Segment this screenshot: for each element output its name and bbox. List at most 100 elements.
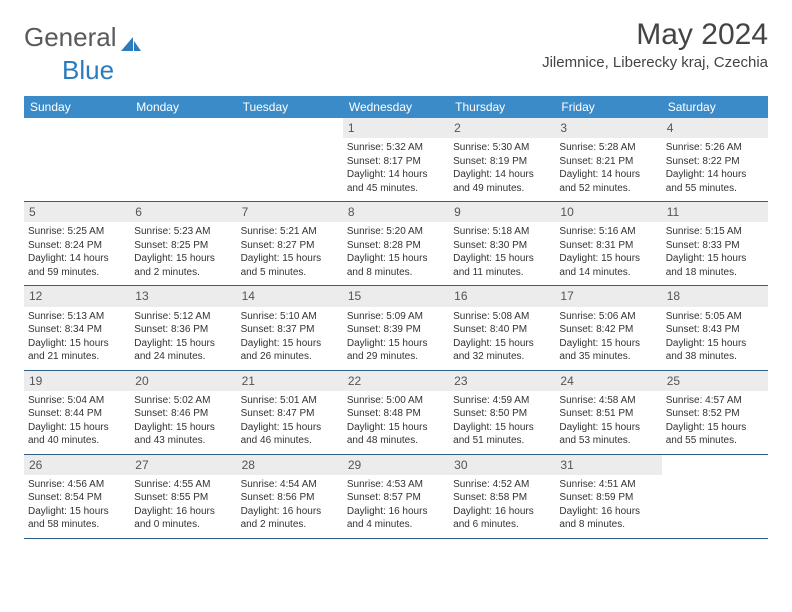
dow-row: SundayMondayTuesdayWednesdayThursdayFrid…	[24, 96, 768, 118]
day-cell: 2Sunrise: 5:30 AMSunset: 8:19 PMDaylight…	[449, 118, 555, 201]
week-row: 26Sunrise: 4:56 AMSunset: 8:54 PMDayligh…	[24, 455, 768, 539]
day-number: 18	[662, 286, 768, 306]
day-cell	[662, 455, 768, 538]
day-cell: 28Sunrise: 4:54 AMSunset: 8:56 PMDayligh…	[237, 455, 343, 538]
day-number: 15	[343, 286, 449, 306]
day-number: 22	[343, 371, 449, 391]
day-number: 23	[449, 371, 555, 391]
day-cell: 4 Sunrise: 5:26 AMSunset: 8:22 PMDaylight…	[662, 118, 768, 201]
day-cell: 27 Sunrise: 4:55 AMSunset: 8:55 PMDayligh…	[130, 455, 236, 538]
sunset-text: Sunset: 8:47 PM	[241, 407, 339, 421]
day-cell: 6Sunrise: 5:23 AMSunset: 8:25 PMDaylight…	[130, 202, 236, 285]
week-row: 12Sunrise: 5:13 AMSunset: 8:34 PMDayligh…	[24, 286, 768, 370]
day-cell: 23Sunrise: 4:59 AMSunset: 8:50 PMDayligh…	[449, 371, 555, 454]
daylight-text: Daylight: 15 hours and 8 minutes.	[347, 252, 445, 279]
daylight-text: Daylight: 15 hours and 24 minutes.	[134, 337, 232, 364]
sunrise-text: Sunrise: 4:55 AM	[134, 478, 232, 492]
sunset-text: Sunset: 8:51 PM	[559, 407, 657, 421]
sunset-text: Sunset: 8:24 PM	[28, 239, 126, 253]
week-row: 19Sunrise: 5:04 AMSunset: 8:44 PMDayligh…	[24, 371, 768, 455]
day-number: 17	[555, 286, 661, 306]
sunrise-text: Sunrise: 5:12 AM	[134, 310, 232, 324]
day-number: 31	[555, 455, 661, 475]
daylight-text: Daylight: 14 hours and 59 minutes.	[28, 252, 126, 279]
sunset-text: Sunset: 8:50 PM	[453, 407, 551, 421]
sunset-text: Sunset: 8:25 PM	[134, 239, 232, 253]
day-cell: 18Sunrise: 5:05 AMSunset: 8:43 PMDayligh…	[662, 286, 768, 369]
day-number: 4	[662, 118, 768, 138]
dow-cell: Tuesday	[237, 96, 343, 118]
daylight-text: Daylight: 15 hours and 21 minutes.	[28, 337, 126, 364]
sunrise-text: Sunrise: 5:28 AM	[559, 141, 657, 155]
sunset-text: Sunset: 8:17 PM	[347, 155, 445, 169]
daylight-text: Daylight: 15 hours and 29 minutes.	[347, 337, 445, 364]
daylight-text: Daylight: 15 hours and 53 minutes.	[559, 421, 657, 448]
logo-sail-icon	[119, 29, 143, 47]
sunrise-text: Sunrise: 5:00 AM	[347, 394, 445, 408]
sunset-text: Sunset: 8:21 PM	[559, 155, 657, 169]
daylight-text: Daylight: 15 hours and 14 minutes.	[559, 252, 657, 279]
sunset-text: Sunset: 8:46 PM	[134, 407, 232, 421]
day-number: 16	[449, 286, 555, 306]
day-cell: 30Sunrise: 4:52 AMSunset: 8:58 PMDayligh…	[449, 455, 555, 538]
day-number: 12	[24, 286, 130, 306]
daylight-text: Daylight: 15 hours and 55 minutes.	[666, 421, 764, 448]
daylight-text: Daylight: 15 hours and 40 minutes.	[28, 421, 126, 448]
sunrise-text: Sunrise: 4:59 AM	[453, 394, 551, 408]
day-number: 19	[24, 371, 130, 391]
sunrise-text: Sunrise: 5:26 AM	[666, 141, 764, 155]
sunrise-text: Sunrise: 4:56 AM	[28, 478, 126, 492]
daylight-text: Daylight: 15 hours and 46 minutes.	[241, 421, 339, 448]
daylight-text: Daylight: 15 hours and 5 minutes.	[241, 252, 339, 279]
sunrise-text: Sunrise: 5:30 AM	[453, 141, 551, 155]
day-number: 20	[130, 371, 236, 391]
daylight-text: Daylight: 14 hours and 55 minutes.	[666, 168, 764, 195]
daylight-text: Daylight: 16 hours and 4 minutes.	[347, 505, 445, 532]
sunrise-text: Sunrise: 4:52 AM	[453, 478, 551, 492]
day-cell: 15Sunrise: 5:09 AMSunset: 8:39 PMDayligh…	[343, 286, 449, 369]
dow-cell: Sunday	[24, 96, 130, 118]
sunrise-text: Sunrise: 4:57 AM	[666, 394, 764, 408]
sunset-text: Sunset: 8:40 PM	[453, 323, 551, 337]
sunrise-text: Sunrise: 4:51 AM	[559, 478, 657, 492]
sunrise-text: Sunrise: 5:13 AM	[28, 310, 126, 324]
sunset-text: Sunset: 8:28 PM	[347, 239, 445, 253]
sunset-text: Sunset: 8:34 PM	[28, 323, 126, 337]
daylight-text: Daylight: 15 hours and 2 minutes.	[134, 252, 232, 279]
week-row: 5Sunrise: 5:25 AMSunset: 8:24 PMDaylight…	[24, 202, 768, 286]
sunset-text: Sunset: 8:37 PM	[241, 323, 339, 337]
sunset-text: Sunset: 8:27 PM	[241, 239, 339, 253]
day-number: 5	[24, 202, 130, 222]
day-number: 27	[130, 455, 236, 475]
day-cell: 1Sunrise: 5:32 AMSunset: 8:17 PMDaylight…	[343, 118, 449, 201]
daylight-text: Daylight: 15 hours and 26 minutes.	[241, 337, 339, 364]
day-number: 8	[343, 202, 449, 222]
sunrise-text: Sunrise: 5:02 AM	[134, 394, 232, 408]
daylight-text: Daylight: 15 hours and 58 minutes.	[28, 505, 126, 532]
logo-text-blue: Blue	[62, 55, 114, 85]
day-number: 29	[343, 455, 449, 475]
sunrise-text: Sunrise: 5:16 AM	[559, 225, 657, 239]
week-row: 1Sunrise: 5:32 AMSunset: 8:17 PMDaylight…	[24, 118, 768, 202]
sunset-text: Sunset: 8:52 PM	[666, 407, 764, 421]
sunrise-text: Sunrise: 4:58 AM	[559, 394, 657, 408]
sunset-text: Sunset: 8:33 PM	[666, 239, 764, 253]
sunset-text: Sunset: 8:30 PM	[453, 239, 551, 253]
day-number: 10	[555, 202, 661, 222]
day-number: 24	[555, 371, 661, 391]
sunset-text: Sunset: 8:57 PM	[347, 491, 445, 505]
day-cell: 25 Sunrise: 4:57 AMSunset: 8:52 PMDayligh…	[662, 371, 768, 454]
sunrise-text: Sunrise: 4:53 AM	[347, 478, 445, 492]
daylight-text: Daylight: 16 hours and 8 minutes.	[559, 505, 657, 532]
title-block: May 2024 Jilemnice, Liberecky kraj, Czec…	[542, 18, 768, 71]
daylight-text: Daylight: 16 hours and 0 minutes.	[134, 505, 232, 532]
sunset-text: Sunset: 8:22 PM	[666, 155, 764, 169]
sunrise-text: Sunrise: 5:20 AM	[347, 225, 445, 239]
day-number: 14	[237, 286, 343, 306]
sunrise-text: Sunrise: 5:06 AM	[559, 310, 657, 324]
sunset-text: Sunset: 8:31 PM	[559, 239, 657, 253]
daylight-text: Daylight: 15 hours and 48 minutes.	[347, 421, 445, 448]
day-number: 25	[662, 371, 768, 391]
day-number: 6	[130, 202, 236, 222]
sunset-text: Sunset: 8:55 PM	[134, 491, 232, 505]
